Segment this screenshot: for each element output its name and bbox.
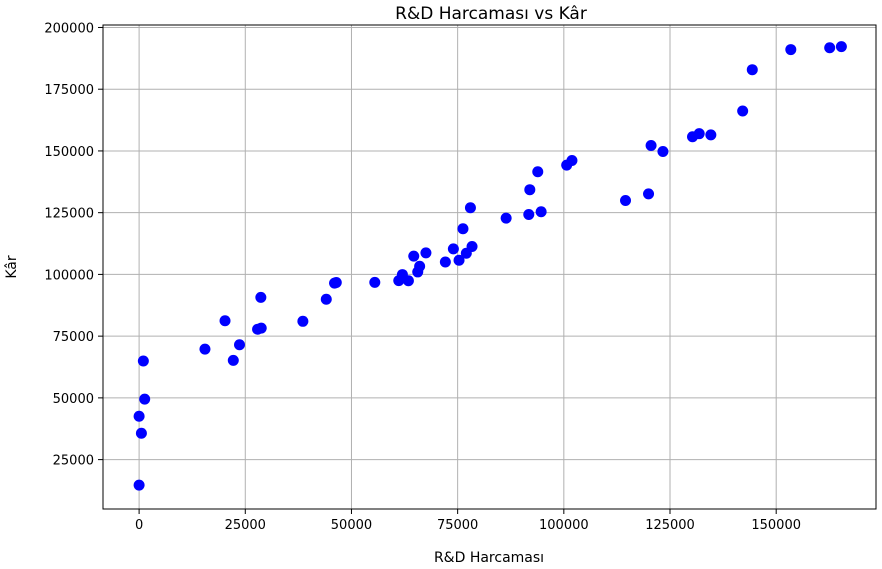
data-point — [252, 323, 264, 335]
data-point — [824, 42, 836, 54]
y-tick-label: 200000 — [44, 21, 94, 36]
y-tick-label: 125000 — [44, 207, 94, 222]
data-point — [460, 247, 472, 259]
data-point — [835, 41, 847, 53]
data-point — [408, 250, 420, 262]
data-point — [227, 354, 239, 366]
data-point — [219, 315, 231, 327]
y-tick-label: 100000 — [44, 268, 94, 283]
x-tick-label: 75000 — [437, 518, 478, 533]
data-point — [620, 195, 632, 207]
data-point — [645, 139, 657, 151]
data-point — [133, 479, 145, 491]
data-point — [439, 256, 451, 268]
y-tick-label: 75000 — [53, 330, 94, 345]
y-tick-label: 50000 — [53, 392, 94, 407]
data-point — [464, 202, 476, 214]
y-axis-label: Kâr — [4, 255, 20, 279]
x-tick-label: 150000 — [751, 518, 801, 533]
x-axis-ticks: 0 25000 50000 75000 100000 125000 150000 — [135, 509, 801, 533]
data-point — [457, 223, 469, 235]
x-tick-label: 100000 — [539, 518, 589, 533]
x-axis-label: R&D Harcaması — [434, 550, 544, 566]
data-point — [234, 339, 246, 351]
data-point — [523, 208, 535, 220]
y-axis-ticks: 25000 50000 75000 100000 125000 150000 175000 2… — [44, 21, 103, 469]
data-point — [705, 129, 717, 141]
data-point — [657, 146, 669, 158]
x-tick-label: 25000 — [225, 518, 266, 533]
data-point — [369, 276, 381, 288]
data-point — [785, 44, 797, 56]
data-point — [402, 275, 414, 287]
data-point — [329, 277, 341, 289]
data-point — [199, 343, 211, 355]
data-point — [133, 410, 145, 422]
data-point — [320, 293, 332, 305]
data-point — [532, 166, 544, 178]
data-point — [297, 315, 309, 327]
x-tick-label: 50000 — [331, 518, 372, 533]
data-point — [135, 427, 147, 439]
data-point — [420, 247, 432, 259]
data-point — [393, 275, 405, 287]
y-tick-label: 25000 — [53, 454, 94, 469]
y-tick-label: 175000 — [44, 83, 94, 98]
y-tick-label: 150000 — [44, 145, 94, 160]
grid-lines — [103, 25, 876, 509]
data-point — [453, 254, 465, 266]
data-point — [139, 393, 151, 405]
data-point — [137, 355, 149, 367]
data-point — [561, 159, 573, 171]
x-tick-label: 0 — [135, 518, 143, 533]
data-points — [133, 41, 847, 491]
data-point — [535, 206, 547, 218]
data-point — [524, 184, 536, 196]
data-point — [687, 131, 699, 143]
data-point — [500, 212, 512, 224]
plot-frame — [102, 24, 877, 510]
data-point — [412, 266, 424, 278]
data-point — [737, 105, 749, 117]
data-point — [255, 291, 267, 303]
data-point — [643, 188, 655, 200]
chart-title: R&D Harcaması vs Kâr — [395, 4, 587, 24]
data-point — [447, 243, 459, 255]
data-point — [746, 64, 758, 76]
x-tick-label: 125000 — [645, 518, 695, 533]
